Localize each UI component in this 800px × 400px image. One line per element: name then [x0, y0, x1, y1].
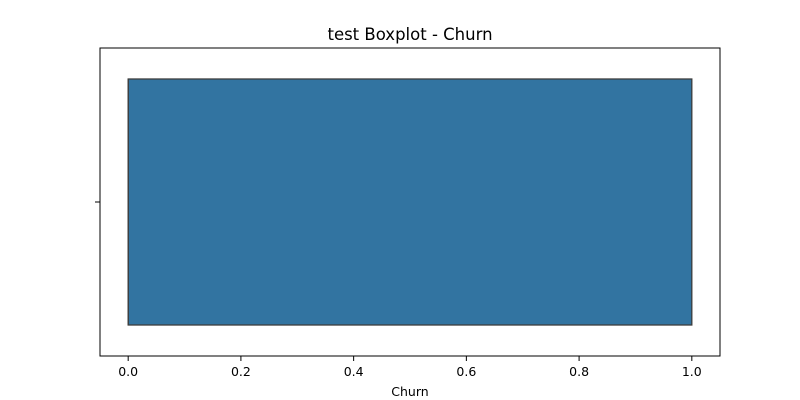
- x-axis-tick-label: 0.6: [456, 364, 476, 379]
- box-iqr: [127, 78, 693, 326]
- x-axis-tick-label: 0.0: [118, 364, 138, 379]
- x-axis-tick-label: 0.2: [231, 364, 251, 379]
- box-group: [127, 78, 693, 326]
- x-axis-tick-label: 0.4: [344, 364, 364, 379]
- x-axis-tick-label: 1.0: [682, 364, 702, 379]
- x-axis-label: Churn: [391, 384, 428, 399]
- chart-title: test Boxplot - Churn: [327, 25, 492, 44]
- x-axis-tick-label: 0.8: [569, 364, 589, 379]
- x-axis-ticks: 0.0 0.2 0.4 0.6 0.8 1.0: [118, 356, 702, 379]
